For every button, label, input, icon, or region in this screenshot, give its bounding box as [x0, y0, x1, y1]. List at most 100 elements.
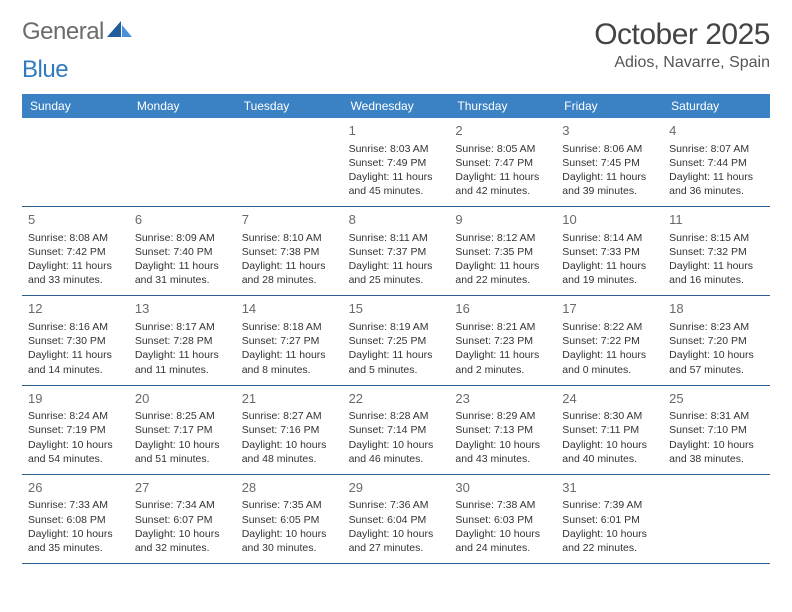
day-cell: 6Sunrise: 8:09 AMSunset: 7:40 PMDaylight…	[129, 207, 236, 295]
d2-text: and 24 minutes.	[455, 541, 550, 555]
day-cell: 7Sunrise: 8:10 AMSunset: 7:38 PMDaylight…	[236, 207, 343, 295]
sunrise-text: Sunrise: 8:19 AM	[349, 320, 444, 334]
d1-text: Daylight: 11 hours	[349, 348, 444, 362]
day-number: 27	[135, 479, 230, 497]
day-cell: 15 Sunrise: 8:19 AMSunset: 7:25 PMDayligh…	[343, 296, 450, 384]
d2-text: and 39 minutes.	[562, 184, 657, 198]
sunrise-text: Sunrise: 8:30 AM	[562, 409, 657, 423]
sunrise-text: Sunrise: 8:08 AM	[28, 231, 123, 245]
sunrise-text: Sunrise: 8:21 AM	[455, 320, 550, 334]
d1-text: Daylight: 11 hours	[242, 259, 337, 273]
sunrise-text: Sunrise: 8:22 AM	[562, 320, 657, 334]
day-number: 9	[455, 211, 550, 229]
day-cell: 21Sunrise: 8:27 AMSunset: 7:16 PMDayligh…	[236, 386, 343, 474]
d1-text: Daylight: 11 hours	[455, 348, 550, 362]
sunset-text: Sunset: 7:10 PM	[669, 423, 764, 437]
day-cell: 25Sunrise: 8:31 AMSunset: 7:10 PMDayligh…	[663, 386, 770, 474]
d1-text: Daylight: 10 hours	[455, 438, 550, 452]
day-cell: 30Sunrise: 7:38 AMSunset: 6:03 PMDayligh…	[449, 475, 556, 563]
location-label: Adios, Navarre, Spain	[594, 54, 770, 72]
sunset-text: Sunset: 7:11 PM	[562, 423, 657, 437]
sunrise-text: Sunrise: 8:07 AM	[669, 142, 764, 156]
dow-wednesday: Wednesday	[343, 94, 450, 118]
sunrise-text: Sunrise: 7:36 AM	[349, 498, 444, 512]
day-number: 20	[135, 390, 230, 408]
day-cell: 24Sunrise: 8:30 AMSunset: 7:11 PMDayligh…	[556, 386, 663, 474]
d2-text: and 35 minutes.	[28, 541, 123, 555]
d2-text: and 22 minutes.	[455, 273, 550, 287]
day-number: 11	[669, 211, 764, 229]
day-number: 14	[242, 300, 337, 318]
d2-text: and 28 minutes.	[242, 273, 337, 287]
day-cell	[129, 118, 236, 206]
day-number: 29	[349, 479, 444, 497]
d1-text: Daylight: 11 hours	[669, 170, 764, 184]
sunset-text: Sunset: 7:27 PM	[242, 334, 337, 348]
d2-text: and 40 minutes.	[562, 452, 657, 466]
sunrise-text: Sunrise: 7:34 AM	[135, 498, 230, 512]
sunset-text: Sunset: 7:33 PM	[562, 245, 657, 259]
d1-text: Daylight: 10 hours	[135, 438, 230, 452]
d2-text: and 36 minutes.	[669, 184, 764, 198]
day-number: 26	[28, 479, 123, 497]
day-number: 28	[242, 479, 337, 497]
week-row: 12Sunrise: 8:16 AMSunset: 7:30 PMDayligh…	[22, 296, 770, 385]
logo-text-general: General	[22, 18, 104, 46]
d2-text: and 30 minutes.	[242, 541, 337, 555]
sunset-text: Sunset: 7:32 PM	[669, 245, 764, 259]
day-number: 15	[349, 300, 444, 318]
day-cell	[236, 118, 343, 206]
day-number: 24	[562, 390, 657, 408]
sunset-text: Sunset: 7:13 PM	[455, 423, 550, 437]
sunset-text: Sunset: 7:38 PM	[242, 245, 337, 259]
dow-sunday: Sunday	[22, 94, 129, 118]
sunset-text: Sunset: 6:03 PM	[455, 513, 550, 527]
sunrise-text: Sunrise: 8:06 AM	[562, 142, 657, 156]
sunset-text: Sunset: 7:22 PM	[562, 334, 657, 348]
day-number: 18	[669, 300, 764, 318]
day-cell: 8Sunrise: 8:11 AMSunset: 7:37 PMDaylight…	[343, 207, 450, 295]
sunrise-text: Sunrise: 8:15 AM	[669, 231, 764, 245]
day-number: 5	[28, 211, 123, 229]
weeks-container: 1Sunrise: 8:03 AMSunset: 7:49 PMDaylight…	[22, 118, 770, 564]
sunset-text: Sunset: 7:17 PM	[135, 423, 230, 437]
day-number: 31	[562, 479, 657, 497]
d1-text: Daylight: 10 hours	[562, 527, 657, 541]
sunset-text: Sunset: 7:28 PM	[135, 334, 230, 348]
d1-text: Daylight: 11 hours	[562, 170, 657, 184]
day-cell: 19Sunrise: 8:24 AMSunset: 7:19 PMDayligh…	[22, 386, 129, 474]
logo: General	[22, 18, 133, 46]
day-cell: 14Sunrise: 8:18 AMSunset: 7:27 PMDayligh…	[236, 296, 343, 384]
d2-text: and 54 minutes.	[28, 452, 123, 466]
d2-text: and 16 minutes.	[669, 273, 764, 287]
d1-text: Daylight: 10 hours	[669, 438, 764, 452]
sunrise-text: Sunrise: 8:24 AM	[28, 409, 123, 423]
sunset-text: Sunset: 6:08 PM	[28, 513, 123, 527]
sunrise-text: Sunrise: 8:12 AM	[455, 231, 550, 245]
day-cell: 27Sunrise: 7:34 AMSunset: 6:07 PMDayligh…	[129, 475, 236, 563]
week-row: 5Sunrise: 8:08 AMSunset: 7:42 PMDaylight…	[22, 207, 770, 296]
dow-thursday: Thursday	[449, 94, 556, 118]
sunrise-text: Sunrise: 8:14 AM	[562, 231, 657, 245]
d2-text: and 27 minutes.	[349, 541, 444, 555]
day-cell: 10Sunrise: 8:14 AMSunset: 7:33 PMDayligh…	[556, 207, 663, 295]
sunset-text: Sunset: 7:25 PM	[349, 334, 444, 348]
sunrise-text: Sunrise: 8:09 AM	[135, 231, 230, 245]
sunrise-text: Sunrise: 8:16 AM	[28, 320, 123, 334]
d1-text: Daylight: 11 hours	[28, 348, 123, 362]
sunset-text: Sunset: 7:30 PM	[28, 334, 123, 348]
d1-text: Daylight: 10 hours	[28, 438, 123, 452]
logo-text-blue: Blue	[22, 56, 68, 84]
day-number: 23	[455, 390, 550, 408]
d1-text: Daylight: 11 hours	[28, 259, 123, 273]
d2-text: and 43 minutes.	[455, 452, 550, 466]
day-number: 6	[135, 211, 230, 229]
sunrise-text: Sunrise: 8:17 AM	[135, 320, 230, 334]
d2-text: and 31 minutes.	[135, 273, 230, 287]
day-cell: 3Sunrise: 8:06 AMSunset: 7:45 PMDaylight…	[556, 118, 663, 206]
d1-text: Daylight: 10 hours	[349, 438, 444, 452]
day-number: 25	[669, 390, 764, 408]
day-number: 8	[349, 211, 444, 229]
day-cell: 11Sunrise: 8:15 AMSunset: 7:32 PMDayligh…	[663, 207, 770, 295]
sunset-text: Sunset: 7:16 PM	[242, 423, 337, 437]
